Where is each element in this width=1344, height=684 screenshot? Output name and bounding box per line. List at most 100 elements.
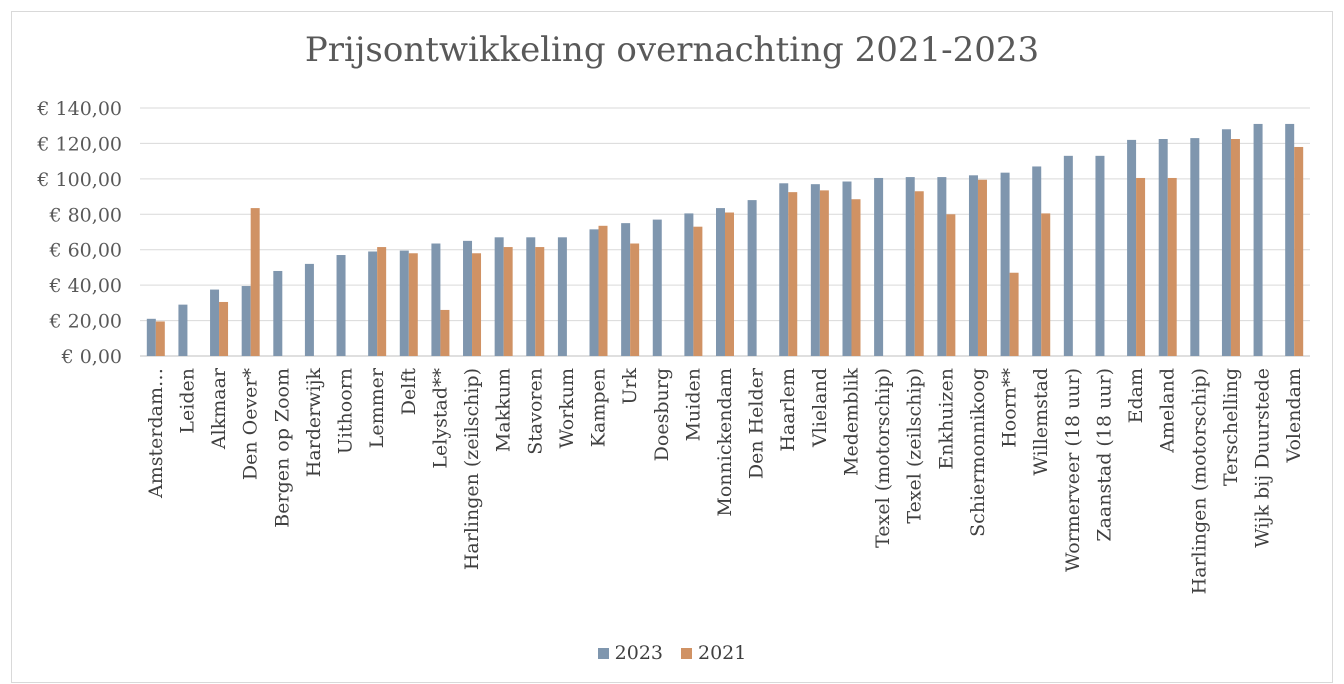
bar-2023-Lemmer	[368, 251, 378, 356]
bar-2023-Uithoorn	[336, 255, 346, 356]
bar-2021-Kampen	[598, 225, 608, 356]
bar-2021-Harlingen (zeilschip)	[472, 253, 482, 356]
x-tick-label: Delft	[398, 368, 420, 416]
x-tick-label: Lemmer	[366, 367, 388, 448]
y-tick-label: € 120,00	[36, 133, 122, 155]
x-tick-label: Vlieland	[809, 368, 831, 448]
x-tick-label: Wijk bij Duurstede	[1252, 368, 1274, 548]
legend-label-2023: 2023	[614, 642, 663, 664]
x-tick-label: Muiden	[682, 368, 704, 441]
bar-2023-Medemblik	[842, 181, 852, 356]
bar-2021-Volendam	[1294, 146, 1304, 356]
x-tick-label: Schiermonnikoog	[967, 368, 989, 537]
bar-2021-Ameland	[1167, 177, 1177, 356]
bar-2021-Stavoren	[535, 247, 545, 356]
bar-2021-Lemmer	[377, 247, 387, 356]
bar-2023-Den Helder	[747, 200, 757, 356]
x-tick-label: Enkhuizen	[935, 368, 957, 470]
x-tick-label: Volendam	[1283, 368, 1305, 463]
bar-2023-Vlieland	[810, 184, 820, 356]
bar-2023-Doesburg	[652, 219, 662, 356]
x-tick-label: Ameland	[1157, 368, 1179, 454]
bar-2023-Volendam	[1285, 123, 1295, 356]
y-tick-label: € 0,00	[61, 346, 122, 368]
bars	[146, 123, 1304, 356]
legend-swatch-2023	[597, 647, 609, 659]
bar-2021-Schiermonnikoog	[977, 179, 987, 356]
bar-2021-Medemblik	[851, 199, 861, 356]
bar-2023-Harlingen (zeilschip)	[463, 240, 473, 356]
bar-2023-Leiden	[178, 304, 188, 356]
x-tick-label: Haarlem	[777, 368, 799, 452]
y-tick-label: € 100,00	[36, 169, 122, 191]
bar-2023-Haarlem	[779, 183, 789, 356]
x-tick-label: Leiden	[176, 368, 198, 434]
x-tick-label: Doesburg	[651, 368, 673, 461]
bar-2023-Den Oever*	[241, 286, 251, 356]
x-tick-label: Hoorn**	[999, 368, 1021, 448]
chart-frame	[11, 11, 1333, 683]
x-tick-label: Wormerveer (18 uur)	[1062, 368, 1084, 572]
x-tick-label: Medemblik	[840, 368, 862, 476]
x-tick-label: Stavoren	[524, 368, 546, 455]
x-tick-label: Terschelling	[1220, 368, 1242, 486]
y-tick-label: € 80,00	[48, 204, 122, 226]
bar-2023-Makkum	[494, 237, 504, 356]
bar-2021-Delft	[408, 253, 418, 356]
bar-2023-Bergen op Zoom	[273, 270, 283, 356]
bar-2021-Vlieland	[819, 190, 829, 356]
x-tick-label: Makkum	[493, 368, 515, 452]
bar-2021-Enkhuizen	[946, 214, 956, 356]
y-tick-label: € 20,00	[48, 311, 122, 333]
legend-swatch-2021	[681, 647, 692, 659]
legend-label-2021: 2021	[698, 642, 747, 664]
legend: 2023 2021	[0, 642, 1344, 664]
x-tick-label: Amsterdam…	[145, 368, 167, 499]
x-tick-label: Harlingen (zeilschip)	[461, 368, 483, 570]
y-tick-label: € 140,00	[36, 98, 122, 120]
bar-2021-Monnickendam	[725, 212, 734, 356]
x-tick-label: Urk	[619, 368, 641, 405]
bar-2021-Haarlem	[788, 192, 798, 356]
bar-2021-Texel (zeilschip)	[914, 191, 924, 356]
bar-2023-Texel (motorschip)	[874, 177, 884, 356]
bar-2023-Edam	[1127, 139, 1137, 356]
bar-2023-Texel (zeilschip)	[905, 177, 915, 356]
bar-2023-Delft	[399, 250, 409, 356]
x-tick-label: Texel (zeilschip)	[904, 368, 926, 524]
bar-2021-Amsterdam…	[155, 321, 165, 356]
x-tick-label: Harlingen (motorschip)	[1188, 368, 1210, 594]
bar-2023-Wijk bij Duurstede	[1253, 123, 1263, 356]
x-tick-label: Den Oever*	[240, 368, 262, 481]
x-axis-tick-labels: Amsterdam… Leiden Alkmaar Den Oever* Bergen …	[145, 367, 1305, 594]
x-tick-label: Texel (motorschip)	[872, 368, 894, 548]
bar-2021-Alkmaar	[219, 301, 229, 356]
bar-2021-Edam	[1136, 177, 1146, 356]
x-tick-label: Edam	[1125, 368, 1147, 423]
bar-2023-Ameland	[1158, 139, 1168, 356]
bar-2021-Muiden	[693, 226, 703, 356]
x-tick-label: Bergen op Zoom	[271, 368, 293, 528]
bar-2023-Harderwijk	[304, 263, 314, 356]
bar-2023-Lelystad**	[431, 243, 441, 356]
bar-2023-Amsterdam…	[146, 318, 156, 356]
bar-2021-Terschelling	[1230, 139, 1240, 356]
bar-2023-Workum	[557, 237, 567, 356]
bar-2023-Terschelling	[1221, 129, 1231, 356]
bar-2023-Hoorn**	[1000, 172, 1010, 356]
x-tick-label: Workum	[556, 368, 578, 449]
x-tick-label: Harderwijk	[303, 368, 325, 478]
bar-2023-Muiden	[684, 213, 694, 356]
y-tick-label: € 60,00	[48, 240, 122, 262]
bar-2023-Monnickendam	[716, 208, 725, 356]
bar-2023-Willemstad	[1032, 166, 1042, 356]
x-tick-label: Monnickendam	[714, 368, 736, 517]
bar-2023-Harlingen (motorschip)	[1190, 138, 1200, 356]
bar-2023-Urk	[621, 223, 631, 356]
x-tick-label: Alkmaar	[208, 367, 230, 450]
x-tick-label: Zaanstad (18 uur)	[1093, 368, 1115, 542]
legend-item-2021: 2021	[681, 642, 746, 664]
x-tick-label: Kampen	[588, 368, 610, 447]
chart-title: Prijsontwikkeling overnachting 2021-2023	[304, 30, 1040, 70]
